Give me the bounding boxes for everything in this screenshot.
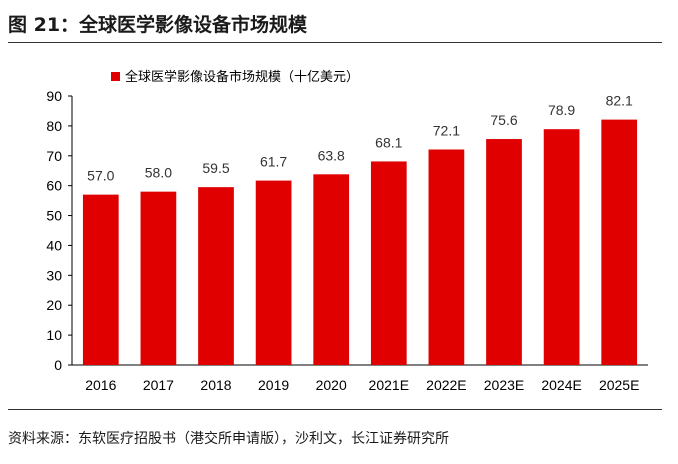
bar xyxy=(82,194,119,365)
x-tick-label: 2016 xyxy=(85,377,116,393)
bar xyxy=(198,187,234,365)
bar xyxy=(255,180,292,365)
figure-title: 图 21：全球医学影像设备市场规模 xyxy=(8,14,308,36)
data-label: 82.1 xyxy=(606,93,633,109)
data-label: 59.5 xyxy=(202,160,229,176)
x-tick-label: 2019 xyxy=(258,377,289,393)
bar xyxy=(486,139,522,365)
y-tick-label: 90 xyxy=(46,88,62,104)
data-label: 58.0 xyxy=(145,165,172,181)
data-label: 72.1 xyxy=(433,123,460,139)
y-tick-label: 40 xyxy=(46,237,62,253)
legend-swatch xyxy=(111,72,120,81)
x-tick-label: 2017 xyxy=(143,377,174,393)
y-tick-label: 60 xyxy=(46,178,62,194)
x-tick-label: 2018 xyxy=(200,377,231,393)
data-label: 68.1 xyxy=(375,134,402,150)
y-tick-label: 30 xyxy=(46,267,62,283)
x-tick-label: 2022E xyxy=(426,377,466,393)
data-label: 63.8 xyxy=(318,147,345,163)
legend-label: 全球医学影像设备市场规模（十亿美元） xyxy=(125,69,359,85)
x-tick-label: 2025E xyxy=(599,377,639,393)
x-tick-label: 2024E xyxy=(541,377,581,393)
data-label: 78.9 xyxy=(548,102,575,118)
data-label: 57.0 xyxy=(87,168,114,184)
bar xyxy=(428,149,465,365)
bar xyxy=(313,174,350,365)
y-tick-label: 10 xyxy=(46,327,62,343)
bar xyxy=(140,191,177,365)
bar xyxy=(543,129,580,365)
data-label: 61.7 xyxy=(260,154,287,170)
data-labels: 57.0 58.0 59.5 61.7 63.8 68.1 72.1 75.6 78.9 82.1 xyxy=(87,93,633,184)
y-tick-label: 20 xyxy=(46,297,62,313)
bottom-rule xyxy=(8,409,662,410)
x-tick-label: 2023E xyxy=(484,377,524,393)
y-tick-label: 50 xyxy=(46,208,62,224)
bar xyxy=(370,161,407,365)
x-axis: 2016 2017 2018 2019 2020 2021E 2022E 2023E 2024E… xyxy=(72,364,648,393)
y-tick-label: 80 xyxy=(46,118,62,134)
x-tick-label: 2020 xyxy=(316,377,347,393)
y-tick-label: 0 xyxy=(54,357,62,373)
source-note: 资料来源：东软医疗招股书（港交所申请版），沙利文，长江证券研究所 xyxy=(8,431,449,447)
legend: 全球医学影像设备市场规模（十亿美元） xyxy=(111,69,359,85)
data-label: 75.6 xyxy=(490,112,517,128)
y-tick-label: 70 xyxy=(46,148,62,164)
bar-chart: 全球医学影像设备市场规模（十亿美元） 0 10 20 30 40 50 60 70 80 90 2… xyxy=(46,69,648,393)
y-axis: 0 10 20 30 40 50 60 70 80 90 xyxy=(46,88,73,373)
bars xyxy=(82,119,638,366)
top-rule xyxy=(8,42,662,43)
bar xyxy=(601,119,638,366)
x-tick-label: 2021E xyxy=(369,377,409,393)
